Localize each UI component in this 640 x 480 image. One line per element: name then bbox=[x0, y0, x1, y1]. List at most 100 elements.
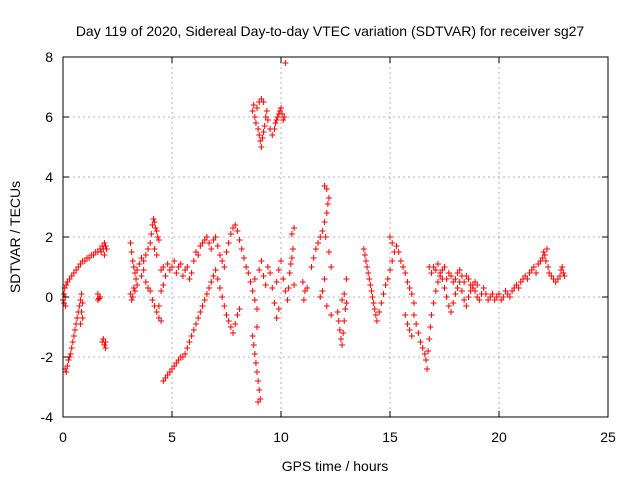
data-point bbox=[543, 246, 550, 252]
data-point bbox=[404, 321, 411, 327]
data-point bbox=[160, 264, 167, 270]
data-point bbox=[324, 201, 331, 207]
data-point bbox=[322, 234, 329, 240]
data-point bbox=[530, 264, 537, 270]
data-point bbox=[259, 135, 266, 141]
data-point bbox=[262, 282, 269, 288]
data-point bbox=[456, 267, 463, 273]
data-point bbox=[201, 297, 208, 303]
data-point bbox=[545, 264, 552, 270]
data-point bbox=[169, 264, 175, 270]
data-point bbox=[278, 258, 284, 264]
data-point bbox=[227, 324, 234, 330]
data-point bbox=[343, 276, 350, 282]
data-point bbox=[251, 114, 258, 120]
data-point bbox=[489, 291, 496, 297]
data-point bbox=[190, 258, 197, 264]
data-point bbox=[273, 315, 280, 321]
data-point bbox=[140, 258, 147, 264]
data-point bbox=[78, 309, 85, 315]
data-point bbox=[310, 255, 317, 261]
data-point bbox=[160, 282, 167, 288]
data-point bbox=[158, 288, 165, 294]
data-point bbox=[368, 288, 375, 294]
data-point bbox=[251, 276, 258, 282]
data-point bbox=[261, 123, 268, 129]
data-point bbox=[408, 333, 415, 339]
data-point bbox=[389, 240, 396, 246]
data-point bbox=[182, 351, 189, 357]
data-point bbox=[127, 240, 134, 246]
data-point bbox=[77, 321, 84, 327]
data-point bbox=[269, 285, 276, 291]
data-point bbox=[240, 255, 247, 261]
data-point bbox=[465, 276, 472, 282]
data-point bbox=[255, 378, 262, 384]
data-point bbox=[373, 318, 380, 324]
data-point bbox=[524, 276, 531, 282]
data-point bbox=[319, 288, 326, 294]
y-tick-label: 8 bbox=[45, 49, 53, 65]
data-point bbox=[164, 261, 171, 267]
data-point bbox=[131, 288, 138, 294]
data-point bbox=[212, 267, 219, 273]
data-point bbox=[365, 270, 372, 276]
x-tick-label: 15 bbox=[382, 429, 398, 445]
data-point bbox=[102, 243, 109, 249]
data-point bbox=[337, 336, 344, 342]
data-point bbox=[148, 231, 155, 237]
data-point bbox=[234, 228, 241, 234]
data-point bbox=[69, 339, 76, 345]
axis-ticks: 0 5 10 15 20 25 -4 -2 0 2 4 6 8 bbox=[41, 49, 616, 445]
data-point bbox=[425, 348, 432, 354]
data-point bbox=[158, 318, 165, 324]
data-point bbox=[291, 282, 298, 288]
data-point bbox=[437, 273, 444, 279]
data-point bbox=[285, 285, 292, 291]
data-point bbox=[380, 291, 387, 297]
data-point bbox=[101, 252, 108, 258]
data-point bbox=[71, 327, 78, 333]
data-point bbox=[79, 315, 86, 321]
data-point bbox=[343, 300, 350, 306]
data-point bbox=[341, 291, 348, 297]
data-point bbox=[321, 276, 328, 282]
data-point bbox=[188, 333, 195, 339]
data-point bbox=[463, 303, 470, 309]
data-point bbox=[533, 270, 540, 276]
data-point bbox=[150, 216, 157, 222]
data-point bbox=[360, 246, 367, 252]
data-point bbox=[443, 276, 450, 282]
x-tick-label: 20 bbox=[491, 429, 507, 445]
data-point bbox=[197, 309, 204, 315]
data-point bbox=[243, 264, 250, 270]
data-points bbox=[60, 60, 568, 405]
data-point bbox=[250, 342, 257, 348]
data-point bbox=[406, 327, 413, 333]
data-point bbox=[232, 222, 239, 228]
data-point bbox=[339, 297, 346, 303]
chart-title: Day 119 of 2020, Sidereal Day-to-day VTE… bbox=[76, 23, 585, 39]
data-point bbox=[128, 297, 135, 303]
data-point bbox=[153, 252, 160, 258]
data-point bbox=[195, 252, 202, 258]
data-point bbox=[448, 309, 455, 315]
data-point bbox=[208, 246, 215, 252]
data-point bbox=[155, 303, 162, 309]
data-point bbox=[255, 399, 262, 405]
data-point bbox=[138, 273, 145, 279]
data-point bbox=[230, 330, 237, 336]
data-point bbox=[76, 303, 83, 309]
data-point bbox=[264, 264, 271, 270]
data-point bbox=[366, 276, 373, 282]
data-point bbox=[271, 300, 278, 306]
data-point bbox=[78, 291, 85, 297]
data-point bbox=[102, 339, 109, 345]
data-point bbox=[482, 291, 489, 297]
data-point bbox=[173, 270, 180, 276]
data-point bbox=[234, 312, 241, 318]
data-point bbox=[317, 294, 324, 300]
data-point bbox=[342, 306, 349, 312]
data-point bbox=[371, 306, 378, 312]
data-point bbox=[421, 351, 428, 357]
